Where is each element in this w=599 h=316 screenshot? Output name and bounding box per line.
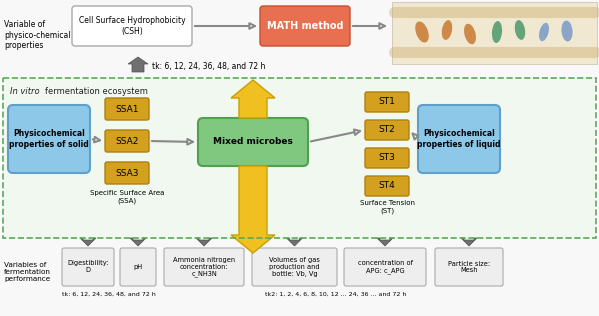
Bar <box>3 78 596 238</box>
FancyBboxPatch shape <box>365 148 409 168</box>
Text: Variable of
physico-chemical
properties: Variable of physico-chemical properties <box>4 20 71 50</box>
Text: MATH method: MATH method <box>267 21 343 31</box>
Text: Physicochemical
properties of liquid: Physicochemical properties of liquid <box>418 129 501 149</box>
FancyBboxPatch shape <box>365 120 409 140</box>
Text: Mixed microbes: Mixed microbes <box>213 137 293 147</box>
Text: Cell Surface Hydrophobicity
(CSH): Cell Surface Hydrophobicity (CSH) <box>78 16 185 36</box>
Text: ST1: ST1 <box>379 98 395 106</box>
FancyBboxPatch shape <box>72 6 192 46</box>
Polygon shape <box>196 238 212 246</box>
Text: tk: 6, 12, 24, 36, 48, and 72 h: tk: 6, 12, 24, 36, 48, and 72 h <box>62 292 156 297</box>
Polygon shape <box>130 238 146 246</box>
Text: Ammonia nitrogen
concentration:
c_NH3N: Ammonia nitrogen concentration: c_NH3N <box>173 257 235 277</box>
Text: tk2: 1, 2, 4, 6, 8, 10, 12 ... 24, 36 ... and 72 h: tk2: 1, 2, 4, 6, 8, 10, 12 ... 24, 36 ..… <box>265 292 406 297</box>
Ellipse shape <box>561 21 573 41</box>
Polygon shape <box>231 166 275 253</box>
Text: Physicochemical
properties of solid: Physicochemical properties of solid <box>9 129 89 149</box>
Text: ST2: ST2 <box>379 125 395 135</box>
FancyBboxPatch shape <box>105 162 149 184</box>
Text: SSA3: SSA3 <box>115 168 139 178</box>
FancyBboxPatch shape <box>418 105 500 173</box>
Bar <box>0 238 599 316</box>
Text: Particle size:
Mesh: Particle size: Mesh <box>448 260 490 274</box>
Text: SSA2: SSA2 <box>116 137 139 145</box>
Text: pH: pH <box>134 264 143 270</box>
Ellipse shape <box>442 20 452 40</box>
Text: In vitro: In vitro <box>10 87 43 96</box>
Text: Variables of
fermentation
performance: Variables of fermentation performance <box>4 262 51 282</box>
Text: Surface Tension
(ST): Surface Tension (ST) <box>359 200 415 214</box>
FancyBboxPatch shape <box>435 248 503 286</box>
FancyBboxPatch shape <box>365 176 409 196</box>
Ellipse shape <box>539 23 549 41</box>
Text: Digestibility:
D: Digestibility: D <box>67 260 108 274</box>
Ellipse shape <box>515 20 525 40</box>
FancyBboxPatch shape <box>365 92 409 112</box>
FancyBboxPatch shape <box>105 130 149 152</box>
Text: fermentation ecosystem: fermentation ecosystem <box>45 87 148 96</box>
Text: tk: 6, 12, 24, 36, 48, and 72 h: tk: 6, 12, 24, 36, 48, and 72 h <box>152 62 265 70</box>
Polygon shape <box>231 80 275 118</box>
Polygon shape <box>286 238 302 246</box>
Polygon shape <box>461 238 477 246</box>
FancyBboxPatch shape <box>344 248 426 286</box>
Text: ST4: ST4 <box>379 181 395 191</box>
Text: SSA1: SSA1 <box>115 105 139 113</box>
Ellipse shape <box>415 21 429 43</box>
Polygon shape <box>80 238 96 246</box>
Bar <box>0 0 599 78</box>
FancyBboxPatch shape <box>164 248 244 286</box>
Bar <box>392 2 597 64</box>
Text: Volumes of gas
production and
bottle: Vb, Vg: Volumes of gas production and bottle: Vb… <box>269 257 320 277</box>
FancyBboxPatch shape <box>198 118 308 166</box>
FancyBboxPatch shape <box>260 6 350 46</box>
FancyBboxPatch shape <box>105 98 149 120</box>
FancyBboxPatch shape <box>120 248 156 286</box>
Ellipse shape <box>464 24 476 44</box>
Text: concentration of
APG: c_APG: concentration of APG: c_APG <box>358 260 413 274</box>
Text: ST3: ST3 <box>379 154 395 162</box>
Ellipse shape <box>492 21 502 43</box>
FancyBboxPatch shape <box>252 248 337 286</box>
Text: Specific Surface Area
(SSA): Specific Surface Area (SSA) <box>90 190 164 204</box>
FancyBboxPatch shape <box>62 248 114 286</box>
FancyBboxPatch shape <box>8 105 90 173</box>
Polygon shape <box>377 238 393 246</box>
Polygon shape <box>128 57 148 72</box>
